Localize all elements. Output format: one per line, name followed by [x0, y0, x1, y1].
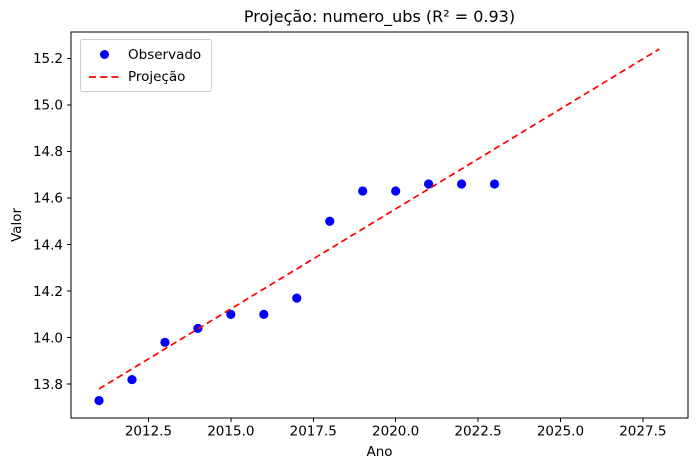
y-tick-label: 13.8	[33, 377, 63, 393]
scatter-point	[456, 179, 467, 189]
legend-label-observado: Observado	[128, 46, 202, 63]
x-tick-label: 2027.5	[619, 424, 666, 440]
scatter-point	[391, 186, 401, 196]
projecao-dashed-line-icon	[89, 71, 119, 83]
scatter-point	[259, 309, 269, 319]
legend-item-observado: Observado	[89, 45, 201, 64]
scatter-point	[160, 337, 170, 347]
scatter-point	[292, 293, 302, 303]
scatter-point	[226, 309, 236, 319]
scatter-point	[94, 395, 104, 406]
x-tick-label: 2020.0	[372, 424, 419, 440]
x-axis-label: Ano	[366, 444, 393, 460]
chart-title: Projeção: numero_ubs (R² = 0.93)	[243, 7, 516, 26]
y-tick-label: 15.2	[33, 51, 63, 67]
y-tick-label: 14.0	[33, 330, 63, 346]
scatter-point	[325, 216, 335, 226]
x-tick-label: 2015.0	[207, 424, 254, 440]
y-tick-label: 15.0	[33, 98, 63, 114]
x-tick-label: 2017.5	[290, 424, 337, 440]
y-axis-label: Valor	[9, 207, 25, 243]
legend-label-projecao: Projeção	[128, 68, 186, 85]
scatter-point	[127, 374, 137, 385]
legend-item-projecao: Projeção	[89, 67, 201, 86]
y-tick-label: 14.8	[33, 144, 63, 160]
x-tick-label: 2012.5	[125, 424, 172, 440]
scatter-point	[424, 179, 434, 189]
projection-line	[98, 48, 660, 390]
y-tick-label: 14.4	[33, 237, 63, 253]
y-tick-label: 14.6	[33, 191, 63, 207]
y-tick-label: 14.2	[33, 284, 63, 300]
x-tick-label: 2025.0	[537, 424, 584, 440]
observado-dot-icon	[89, 49, 119, 61]
scatter-point	[489, 179, 500, 189]
scatter-point	[358, 186, 368, 196]
axes-frame	[70, 31, 689, 419]
x-tick-label: 2022.5	[454, 424, 501, 440]
legend: Observado Projeção	[80, 39, 213, 92]
